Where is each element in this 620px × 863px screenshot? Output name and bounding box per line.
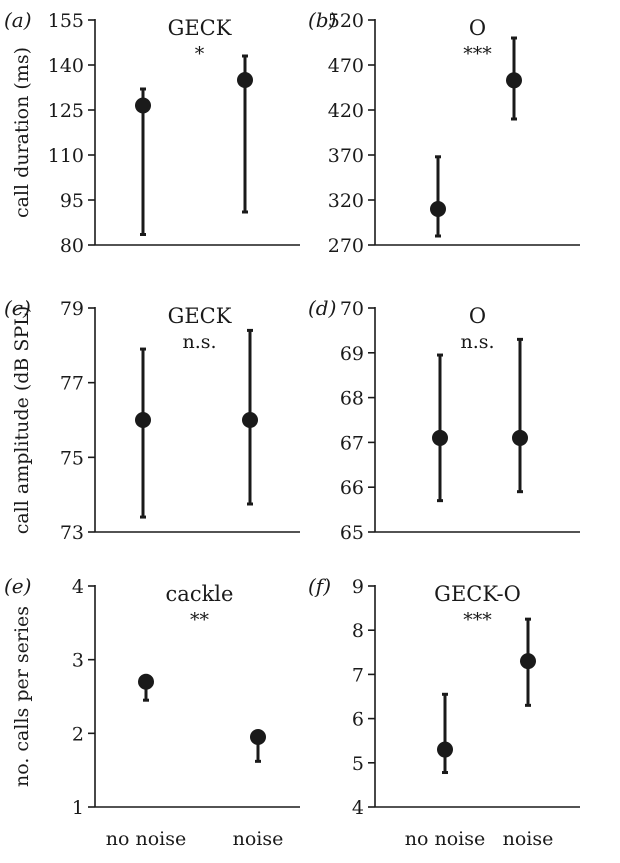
panel-a-ytick-label: 80	[60, 235, 84, 257]
panel-c-point	[135, 412, 151, 428]
panel-b-ytick-label: 370	[328, 145, 364, 167]
panel-f-ytick-label: 5	[352, 753, 364, 775]
panel-c-title: GECK	[168, 304, 232, 328]
panel-c-ytick-label: 79	[60, 298, 84, 320]
panel-f-ytick-label: 9	[352, 576, 364, 598]
panel-d-ytick-label: 66	[340, 477, 364, 499]
panel-b-letter: (b)	[308, 8, 336, 32]
panel-e-ytick-label: 1	[72, 797, 84, 819]
panel-e-ytick-label: 3	[72, 650, 84, 672]
panel-a-point	[135, 97, 151, 114]
panel-e-ytick-label: 4	[72, 576, 84, 598]
panel-d-letter: (d)	[308, 296, 336, 320]
panel-a-ytick-label: 125	[48, 100, 84, 122]
panel-c-significance: n.s.	[182, 331, 216, 353]
panel-c-point	[242, 412, 258, 428]
panel-f-letter: (f)	[308, 574, 331, 598]
panel-e-point	[138, 673, 154, 690]
panel-b-ytick-label: 520	[328, 10, 364, 32]
panel-d-title: O	[469, 304, 486, 328]
panel-e-letter: (e)	[4, 574, 31, 598]
panel-f-ytick-label: 6	[352, 709, 364, 731]
panel-e-title: cackle	[166, 582, 234, 606]
panel-d-significance: n.s.	[460, 331, 494, 353]
panel-d-ytick-label: 65	[340, 522, 364, 544]
panel-a-letter: (a)	[4, 8, 32, 32]
panel-d-ytick-label: 68	[340, 388, 364, 410]
panel-e-point	[250, 729, 266, 746]
panel-b-title: O	[469, 16, 486, 40]
panel-c-letter: (c)	[4, 296, 31, 320]
panel-a-ytick-label: 95	[60, 190, 84, 212]
panel-d-ytick-label: 69	[340, 343, 364, 365]
panel-a-ylabel: call duration (ms)	[11, 47, 33, 218]
panel-a-title: GECK	[168, 16, 232, 40]
panel-e-significance: **	[190, 609, 210, 631]
panel-b-point	[430, 201, 446, 217]
panel-f-point	[437, 741, 453, 758]
panel-c-ytick-label: 77	[60, 373, 84, 395]
panel-f-xcat-label: noise	[503, 828, 554, 850]
panel-f-ytick-label: 4	[352, 797, 364, 819]
panel-b-ytick-label: 270	[328, 235, 364, 257]
panel-a-ytick-label: 140	[48, 55, 84, 77]
panel-e-ylabel: no. calls per series	[11, 606, 33, 787]
panel-a-significance: *	[195, 43, 205, 65]
panel-d-ytick-label: 70	[340, 298, 364, 320]
panel-b-ytick-label: 420	[328, 100, 364, 122]
panel-d-ytick-label: 67	[340, 432, 364, 454]
panel-a-ytick-label: 155	[48, 10, 84, 32]
panel-a-point	[237, 72, 253, 88]
panel-b-point	[506, 72, 522, 89]
panel-e-xcat-label: noise	[233, 828, 284, 850]
panel-b-significance: ***	[463, 43, 492, 65]
panel-a-ytick-label: 110	[48, 145, 84, 167]
panel-f-point	[520, 653, 536, 670]
panel-f-title: GECK-O	[434, 582, 521, 606]
panel-c-ytick-label: 73	[60, 522, 84, 544]
panel-c-ylabel: call amplitude (dB SPL)	[11, 306, 33, 535]
panel-b-ytick-label: 320	[328, 190, 364, 212]
panel-c-ytick-label: 75	[60, 447, 84, 469]
panel-f-significance: ***	[463, 609, 492, 631]
panel-f-ytick-label: 8	[352, 620, 364, 642]
panel-d-point	[432, 429, 448, 446]
panel-b-ytick-label: 470	[328, 55, 364, 77]
panel-e-xcat-label: no noise	[106, 828, 186, 850]
panel-f-ytick-label: 7	[352, 664, 364, 686]
panel-e-ytick-label: 2	[72, 723, 84, 745]
panel-d-point	[512, 429, 528, 446]
panel-f-xcat-label: no noise	[405, 828, 485, 850]
